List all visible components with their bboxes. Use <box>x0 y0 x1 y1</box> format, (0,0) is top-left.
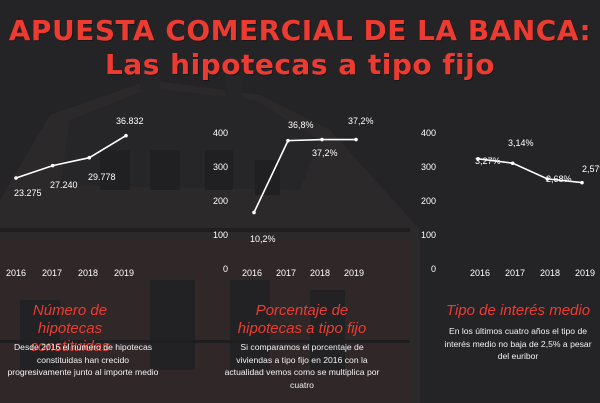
data-point <box>124 133 128 138</box>
y-tick-label: 0 <box>223 264 228 274</box>
data-label: 2,57% <box>582 164 600 174</box>
x-tick-label: 2018 <box>310 268 330 278</box>
y-tick-label: 100 <box>421 230 436 240</box>
chart-mortgages-count: 23.275 27.240 29.778 36.832 2016 2017 2018 2019 <box>6 116 144 278</box>
y-tick-label: 200 <box>421 196 436 206</box>
data-point <box>580 180 584 185</box>
data-label: 2,68% <box>546 174 572 184</box>
chart-fixed-rate-share: 400 300 200 100 0 10,2% 36,8% 37,2% 37,2% 2016 201… <box>213 116 374 278</box>
data-label: 37,2% <box>312 148 338 158</box>
series-line <box>253 138 356 213</box>
data-point <box>545 177 550 181</box>
x-tick-label: 2016 <box>470 268 490 278</box>
data-label: 27.240 <box>50 180 78 190</box>
series-line <box>15 134 127 179</box>
data-point <box>354 137 358 142</box>
x-tick-label: 2016 <box>242 268 262 278</box>
series-line <box>477 158 583 184</box>
x-tick-label: 2018 <box>540 268 560 278</box>
data-label: 3,14% <box>508 138 534 148</box>
data-label: 36,8% <box>288 120 314 130</box>
data-point <box>252 210 256 215</box>
data-point <box>50 163 55 168</box>
data-point <box>510 161 515 166</box>
x-tick-label: 2019 <box>575 268 595 278</box>
x-tick-label: 2017 <box>505 268 525 278</box>
x-tick-label: 2019 <box>114 268 134 278</box>
page-title-line1: APUESTA COMERCIAL DE LA BANCA: <box>8 14 592 47</box>
section-desc-mortgages: Desde 2016 el número de hipotecas consti… <box>7 342 159 378</box>
x-tick-label: 2019 <box>344 268 364 278</box>
x-tick-label: 2017 <box>42 268 62 278</box>
data-point <box>87 155 92 160</box>
x-tick-label: 2018 <box>78 268 98 278</box>
y-tick-label: 300 <box>421 162 436 172</box>
data-label: 36.832 <box>116 116 144 126</box>
data-label: 23.275 <box>14 188 42 198</box>
data-label: 10,2% <box>250 234 276 244</box>
y-tick-label: 0 <box>431 264 436 274</box>
data-point <box>476 157 480 161</box>
data-point <box>14 176 18 180</box>
section-title-interest: Tipo de interés medio <box>445 302 591 319</box>
x-tick-label: 2016 <box>6 268 26 278</box>
data-label: 3,27% <box>475 156 501 166</box>
data-label: 37,2% <box>348 116 374 126</box>
data-label: 29.778 <box>88 172 116 182</box>
chart-average-interest: 400 300 200 100 0 3,27% 3,14% 2,68% 2,57% 2016 201… <box>421 128 600 278</box>
section-title-mortgages: Número de hipotecas constituidas <box>30 302 110 355</box>
y-tick-label: 400 <box>213 128 228 138</box>
y-tick-label: 100 <box>213 230 228 240</box>
section-desc-fixed-rate: Si comparamos el porcentaje de viviendas… <box>224 342 380 390</box>
data-point <box>320 137 324 142</box>
data-point <box>286 138 290 143</box>
y-tick-label: 200 <box>213 196 228 206</box>
section-desc-interest: En los últimos cuatro años el tipo de in… <box>444 326 592 362</box>
section-title-fixed-rate: Porcentaje de hipotecas a tipo fijo <box>237 302 367 337</box>
x-tick-label: 2017 <box>276 268 296 278</box>
page-title-line2: Las hipotecas a tipo fijo <box>104 48 495 81</box>
y-tick-label: 300 <box>213 162 228 172</box>
y-tick-label: 400 <box>421 128 436 138</box>
